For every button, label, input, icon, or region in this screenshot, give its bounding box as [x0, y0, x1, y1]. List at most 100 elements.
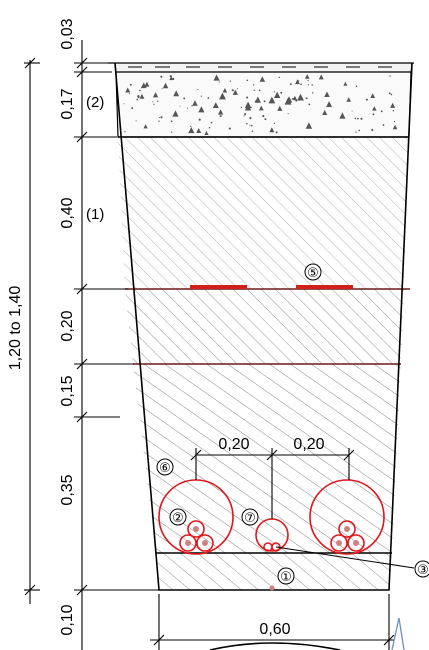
aggregate-grain: [210, 121, 213, 124]
callout-2: ②: [172, 511, 184, 526]
aggregate-grain: [300, 83, 302, 86]
aggregate-stone: [258, 105, 264, 111]
aggregate-grain: [372, 113, 375, 116]
aggregate-grain: [389, 75, 391, 77]
aggregate-grain: [258, 89, 261, 92]
aggregate-grain: [186, 107, 189, 109]
aggregate-grain: [244, 113, 247, 116]
aggregate-grain: [311, 84, 313, 86]
aggregate-stone: [144, 81, 150, 87]
base-layer: [118, 137, 409, 289]
aggregate-grain: [129, 83, 132, 86]
asphalt-layer: [115, 71, 412, 138]
dim-layer-2: 0,40: [59, 197, 76, 228]
aggregate-stone: [232, 89, 239, 95]
dim-layer-3: 0,20: [59, 310, 76, 341]
aggregate-grain: [246, 79, 249, 82]
spacing-dimension: [190, 448, 355, 519]
aggregate-grain: [249, 124, 251, 126]
callout-6-circle: [156, 458, 174, 476]
aggregate-grain: [289, 83, 292, 86]
aggregate-stone: [125, 87, 131, 93]
aggregate-stone: [212, 102, 219, 108]
aggregate-stone: [143, 124, 148, 129]
aggregate-stone: [346, 97, 352, 102]
aggregate-stone: [268, 96, 276, 104]
aggregate-stone: [152, 92, 159, 98]
aggregate-grain: [262, 115, 265, 118]
aggregate-stone: [277, 105, 283, 111]
callout-7: ⑦: [244, 511, 256, 526]
warning-tape-right: [296, 285, 353, 289]
dim-layer-5: 0,35: [59, 474, 76, 505]
aggregate-grain: [360, 117, 363, 120]
aggregate-grain: [208, 126, 211, 129]
aggregate-grain: [131, 107, 134, 110]
aggregate-stone: [204, 130, 209, 135]
aggregate-grain: [263, 100, 266, 103]
aggregate-grain: [159, 116, 161, 119]
aggregate-grain: [287, 113, 289, 115]
aggregate-grain: [390, 93, 393, 96]
aggregate-stone: [372, 106, 377, 111]
aggregate-grain: [278, 76, 281, 79]
aggregate-stone: [254, 96, 261, 103]
callout-2-circle: [169, 508, 187, 526]
aggregate-stone: [192, 100, 198, 106]
aggregate-grain: [158, 120, 160, 122]
fill-layer: [133, 364, 401, 553]
earth-conductor: [269, 585, 275, 591]
aggregate-grain: [251, 130, 254, 132]
aggregate-stone: [172, 110, 179, 117]
aggregate-stone: [392, 124, 398, 130]
aggregate-grain: [251, 106, 253, 109]
aggregate-grain: [312, 92, 314, 94]
aggregate-grain: [251, 124, 253, 127]
dim-layer-6: 0,10: [59, 604, 76, 635]
aggregate-grain: [243, 115, 245, 117]
aggregate-grain: [253, 89, 255, 91]
aggregate-grain: [307, 79, 309, 82]
aggregate-stone: [269, 127, 275, 133]
aggregate-grain: [351, 110, 353, 112]
aggregate-stone: [274, 91, 281, 98]
aggregate-grain: [371, 128, 374, 132]
aggregate-grain: [157, 100, 159, 102]
cable-cores-left: [185, 526, 208, 546]
dim-layer-0: 0,03: [59, 18, 76, 49]
aggregate-stone: [339, 112, 346, 119]
aggregate-stone: [217, 109, 224, 115]
dim-total-depth: 1,20 to 1,40: [7, 286, 24, 371]
aggregate-stone: [322, 109, 328, 115]
aggregate-grain: [139, 89, 141, 92]
aggregate-stone: [162, 82, 169, 89]
aggregate-grain: [200, 95, 202, 97]
aggregate-grain: [160, 75, 163, 78]
aggregate-grain: [264, 118, 267, 121]
bottom-arc-fragment: [209, 642, 341, 650]
aggregate-grain: [170, 120, 173, 123]
aggregate-grain: [231, 89, 234, 92]
asphalt-aggregate: [123, 74, 398, 135]
aggregate-stone: [213, 74, 220, 81]
spacing-right-label: 0,20: [293, 436, 324, 453]
aggregate-grain: [218, 81, 220, 83]
callout-7-circle: [241, 508, 259, 526]
aggregate-grain: [252, 84, 255, 86]
aggregate-grain: [135, 120, 137, 122]
aggregate-stone: [188, 126, 195, 134]
aggregate-grain: [307, 84, 310, 86]
aggregate-stone: [370, 93, 376, 99]
aggregate-grain: [190, 125, 192, 128]
bottom-width-label: 0,60: [259, 621, 290, 638]
aggregate-grain: [273, 91, 275, 93]
aggregate-grain: [136, 98, 139, 101]
aggregate-grain: [183, 97, 186, 100]
aggregate-grain: [246, 96, 249, 99]
cable-cores-right: [336, 526, 359, 546]
aggregate-grain: [171, 131, 173, 133]
callout-3-leader: [275, 546, 415, 569]
bottom-width-dimension: [150, 594, 395, 650]
aggregate-stone: [292, 95, 298, 101]
aggregate-grain: [207, 97, 210, 99]
